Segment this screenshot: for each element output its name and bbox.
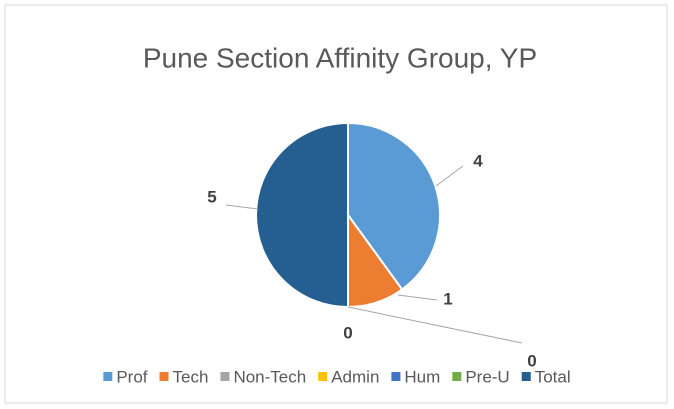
data-label: 5 [207,187,216,206]
legend-label: Non-Tech [233,367,306,386]
legend-label: Hum [404,367,440,386]
legend-swatch [103,372,113,381]
pie-slice [347,121,441,291]
leader-line [225,204,259,210]
legend-swatch [159,372,169,381]
leader-line [397,294,438,301]
data-label: 0 [527,351,536,370]
data-label: 4 [473,151,483,170]
legend-swatch [318,372,328,381]
leader-line [435,165,464,187]
data-label: 1 [443,289,452,308]
legend-label: Total [535,367,571,386]
legend-label: Tech [173,367,209,386]
legend-label: Pre-U [465,367,509,386]
legend-label: Prof [116,367,147,386]
leader-line [347,306,523,344]
legend-label: Admin [331,367,379,386]
legend-swatch [521,372,531,381]
legend-swatch [452,372,462,381]
legend-swatch [220,372,230,381]
data-label: 0 [343,323,352,342]
chart-title: Pune Section Affinity Group, YP [143,42,537,73]
legend-swatch [391,372,401,381]
pie-slice [255,121,349,309]
